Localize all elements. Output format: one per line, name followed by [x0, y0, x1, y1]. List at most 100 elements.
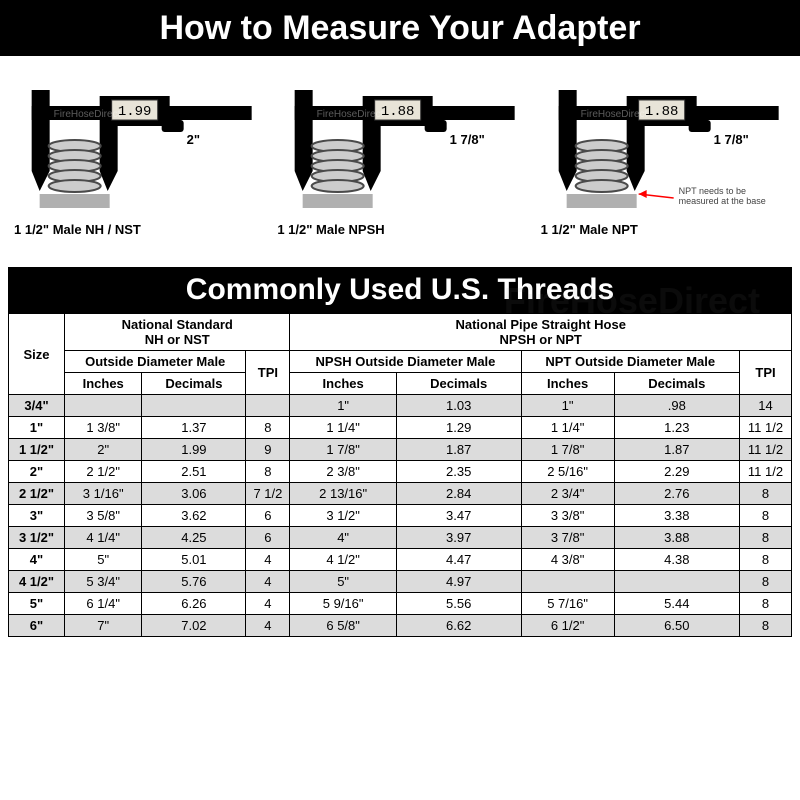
cell-size: 3" — [9, 505, 65, 527]
adapter-base — [566, 194, 636, 208]
cell-nh-dec: 5.76 — [142, 571, 246, 593]
cell-nh-tpi: 4 — [246, 571, 290, 593]
table-row: 3" 3 5/8" 3.62 6 3 1/2" 3.47 3 3/8" 3.38… — [9, 505, 792, 527]
cell-npt-dec: 5.44 — [614, 593, 739, 615]
cell-npsh-in: 3 1/2" — [290, 505, 396, 527]
cell-npt-dec: 3.38 — [614, 505, 739, 527]
adapter-threads — [312, 140, 364, 192]
cell-np-tpi: 8 — [740, 549, 792, 571]
nh-line1: National Standard — [67, 317, 287, 332]
cell-npsh-in: 2 3/8" — [290, 461, 396, 483]
table-row: 1 1/2" 2" 1.99 9 1 7/8" 1.87 1 7/8" 1.87… — [9, 439, 792, 461]
cell-nh-tpi: 4 — [246, 549, 290, 571]
nh-od: Outside Diameter Male — [65, 351, 246, 373]
cell-nh-tpi: 4 — [246, 615, 290, 637]
np-line2: NPSH or NPT — [292, 332, 789, 347]
caliper-side-label: 1 7/8" — [713, 132, 748, 147]
cell-nh-in: 2 1/2" — [65, 461, 142, 483]
cell-npt-in: 1 1/4" — [521, 417, 614, 439]
npt-inches: Inches — [521, 373, 614, 395]
cell-npsh-dec: 3.47 — [396, 505, 521, 527]
cell-npsh-dec: 4.97 — [396, 571, 521, 593]
cell-npsh-dec: 2.84 — [396, 483, 521, 505]
cell-nh-tpi: 6 — [246, 527, 290, 549]
svg-text:NPT needs to be: NPT needs to be — [678, 186, 745, 196]
cell-npt-in: 2 3/4" — [521, 483, 614, 505]
cell-size: 5" — [9, 593, 65, 615]
cell-npsh-in: 5" — [290, 571, 396, 593]
adapter-base — [40, 194, 110, 208]
caliper-side-label: 2" — [187, 132, 200, 147]
cell-nh-in: 6 1/4" — [65, 593, 142, 615]
cell-np-tpi: 8 — [740, 505, 792, 527]
table-row: 6" 7" 7.02 4 6 5/8" 6.62 6 1/2" 6.50 8 — [9, 615, 792, 637]
cell-nh-in: 5 3/4" — [65, 571, 142, 593]
cell-npt-in: 3 7/8" — [521, 527, 614, 549]
cell-npsh-dec: 2.35 — [396, 461, 521, 483]
cell-nh-tpi: 7 1/2 — [246, 483, 290, 505]
cell-npt-in: 6 1/2" — [521, 615, 614, 637]
cell-npsh-dec: 3.97 — [396, 527, 521, 549]
cell-size: 3 1/2" — [9, 527, 65, 549]
caliper-illustration: 1.88 FireHoseDirect 1 7/8" NPT needs to … — [537, 76, 790, 216]
caliper-caption: 1 1/2" Male NH / NST — [14, 222, 141, 237]
adapter-base — [303, 194, 373, 208]
cell-nh-dec: 4.25 — [142, 527, 246, 549]
cell-size: 2 1/2" — [9, 483, 65, 505]
cell-size: 3/4" — [9, 395, 65, 417]
cell-nh-dec: 6.26 — [142, 593, 246, 615]
cell-np-tpi: 11 1/2 — [740, 417, 792, 439]
cell-npsh-in: 1" — [290, 395, 396, 417]
table-row: 3 1/2" 4 1/4" 4.25 6 4" 3.97 3 7/8" 3.88… — [9, 527, 792, 549]
cell-npt-in — [521, 571, 614, 593]
cell-npsh-dec: 6.62 — [396, 615, 521, 637]
cell-nh-tpi: 8 — [246, 461, 290, 483]
cell-size: 4" — [9, 549, 65, 571]
cell-nh-tpi: 4 — [246, 593, 290, 615]
cell-nh-in: 2" — [65, 439, 142, 461]
cell-npt-dec: 4.38 — [614, 549, 739, 571]
cell-nh-tpi: 6 — [246, 505, 290, 527]
caliper-reading: 1.99 — [118, 104, 152, 120]
cell-npt-dec: 3.88 — [614, 527, 739, 549]
threads-table: Size National Standard NH or NST Nationa… — [8, 313, 792, 637]
cell-nh-dec: 2.51 — [142, 461, 246, 483]
caliper-watermark: FireHoseDirect — [317, 109, 384, 120]
cell-npt-dec: 2.76 — [614, 483, 739, 505]
table-row: 5" 6 1/4" 6.26 4 5 9/16" 5.56 5 7/16" 5.… — [9, 593, 792, 615]
caliper-watermark: FireHoseDirect — [54, 109, 121, 120]
cell-npt-in: 2 5/16" — [521, 461, 614, 483]
nh-decimals: Decimals — [142, 373, 246, 395]
cell-nh-in: 7" — [65, 615, 142, 637]
cell-np-tpi: 8 — [740, 593, 792, 615]
col-size: Size — [9, 314, 65, 395]
cell-npt-dec: .98 — [614, 395, 739, 417]
caliper-block: 1.88 FireHoseDirect 1 7/8" 1 1/2" Male N… — [273, 76, 526, 237]
cell-np-tpi: 8 — [740, 483, 792, 505]
cell-nh-dec: 1.99 — [142, 439, 246, 461]
cell-npt-dec: 1.23 — [614, 417, 739, 439]
cell-size: 4 1/2" — [9, 571, 65, 593]
table-row: 4" 5" 5.01 4 4 1/2" 4.47 4 3/8" 4.38 8 — [9, 549, 792, 571]
cell-np-tpi: 11 1/2 — [740, 461, 792, 483]
cell-npsh-dec: 5.56 — [396, 593, 521, 615]
cell-np-tpi: 14 — [740, 395, 792, 417]
caliper-caption: 1 1/2" Male NPT — [541, 222, 638, 237]
caliper-caption: 1 1/2" Male NPSH — [277, 222, 384, 237]
cell-nh-in: 3 5/8" — [65, 505, 142, 527]
cell-nh-tpi: 9 — [246, 439, 290, 461]
caliper-reading: 1.88 — [381, 104, 415, 120]
cell-nh-in: 5" — [65, 549, 142, 571]
caliper-block: 1.88 FireHoseDirect 1 7/8" NPT needs to … — [537, 76, 790, 237]
nh-inches: Inches — [65, 373, 142, 395]
cell-npt-in: 5 7/16" — [521, 593, 614, 615]
npt-decimals: Decimals — [614, 373, 739, 395]
cell-nh-dec: 3.06 — [142, 483, 246, 505]
cell-npt-in: 3 3/8" — [521, 505, 614, 527]
table-row: 3/4" 1" 1.03 1" .98 14 — [9, 395, 792, 417]
cell-npsh-in: 1 7/8" — [290, 439, 396, 461]
cell-npt-dec — [614, 571, 739, 593]
cell-nh-in — [65, 395, 142, 417]
calipers-row: 1.99 FireHoseDirect 2" 1 1/2" Male NH / … — [0, 56, 800, 247]
group-np: National Pipe Straight Hose NPSH or NPT — [290, 314, 792, 351]
